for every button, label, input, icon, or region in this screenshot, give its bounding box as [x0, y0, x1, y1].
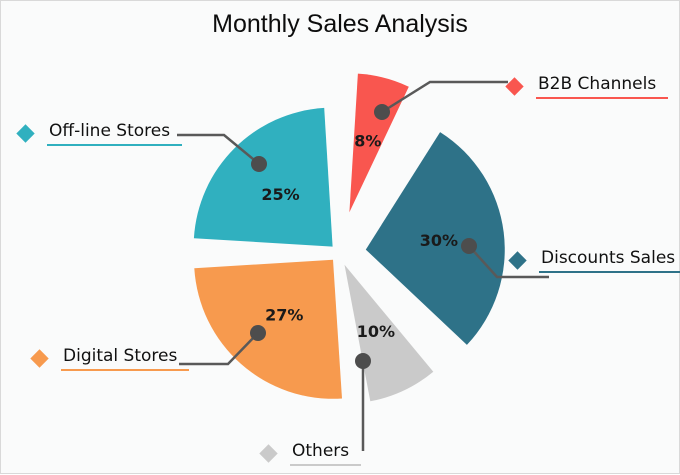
- chart-title: Monthly Sales Analysis: [212, 10, 468, 38]
- legend-label: Discounts Sales: [539, 248, 680, 273]
- diamond-marker-icon: [16, 124, 35, 143]
- callout-line-b2b-channels: [381, 80, 508, 114]
- slice-value-label: 10%: [357, 322, 395, 341]
- slice-value-label: 27%: [265, 306, 303, 325]
- legend-label: Off-line Stores: [47, 121, 183, 146]
- slice-value-label: 30%: [420, 231, 458, 250]
- callout-dot-offline-stores: [251, 156, 267, 172]
- legend-item-discounts-sales[interactable]: Discounts Sales: [508, 248, 680, 273]
- legend-item-b2b-channels[interactable]: B2B Channels: [505, 74, 669, 99]
- slice-value-label: 8%: [354, 132, 381, 151]
- legend-label: B2B Channels: [536, 74, 669, 99]
- diamond-marker-icon: [508, 251, 527, 270]
- legend-item-digital-stores[interactable]: Digital Stores: [30, 346, 190, 371]
- slice-value-labels: 8% 30% 10% 27% 25%: [261, 132, 458, 341]
- callout-dot-others: [355, 353, 371, 369]
- pie-slice-b2b-channels[interactable]: [349, 73, 409, 213]
- legend-item-others[interactable]: Others: [259, 441, 362, 466]
- legend-label: Digital Stores: [61, 346, 190, 371]
- diamond-marker-icon: [30, 349, 49, 368]
- diamond-marker-icon: [505, 77, 524, 96]
- callout-dots: [250, 104, 477, 369]
- legend-item-offline-stores[interactable]: Off-line Stores: [16, 121, 183, 146]
- pie-slice-off-line-stores[interactable]: [193, 107, 333, 247]
- diamond-marker-icon: [259, 444, 278, 463]
- callout-line-discounts-sales: [468, 245, 549, 279]
- callout-dot-discounts-sales: [461, 238, 477, 254]
- slice-value-label: 25%: [261, 185, 299, 204]
- legend-label: Others: [290, 441, 362, 466]
- callout-lines: [177, 80, 549, 451]
- callout-dot-digital-stores: [250, 325, 266, 341]
- callout-line-offline-stores: [177, 133, 260, 165]
- callout-line-digital-stores: [179, 332, 259, 366]
- pie-slice-digital-stores[interactable]: [194, 259, 342, 399]
- callout-dot-b2b-channels: [374, 104, 390, 120]
- pie-slice-discounts-sales[interactable]: [365, 132, 505, 345]
